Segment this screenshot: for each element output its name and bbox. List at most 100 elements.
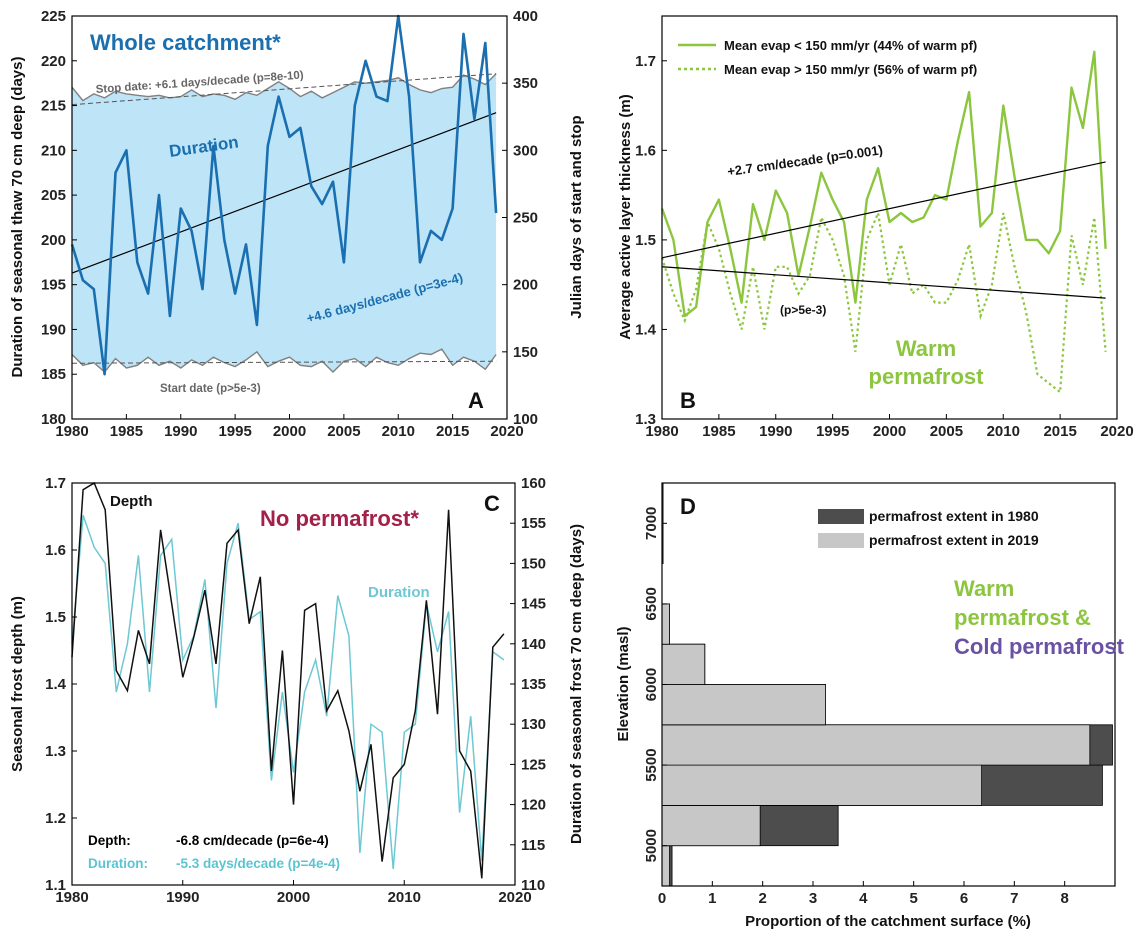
- panel-c-y2-tick-label: 110: [521, 877, 545, 894]
- panel-b-y-ticks: 1.3 1.4 1.5 1.6 1.7: [635, 53, 667, 428]
- panel-d-annotation-line1: Warm: [954, 576, 1014, 601]
- panel-c-x-tick-label: 1990: [166, 889, 199, 906]
- panel-c-depth-trend-name: Depth:: [88, 833, 131, 848]
- panel-a-y2-ticks: 100 150 200 250 300 350 400: [502, 8, 538, 428]
- panel-a-y-tick-label: 215: [41, 98, 66, 115]
- panel-c-duration-series-label: Duration: [368, 584, 430, 601]
- panel-b-legend-dotted-label: Mean evap > 150 mm/yr (56% of warm pf): [724, 62, 977, 77]
- panel-a-duration-trend-line: [71, 112, 497, 274]
- panel-b-plot-elements: [660, 50, 1107, 395]
- panel-b-ylabel: Average active layer thickness (m): [617, 94, 634, 339]
- panel-d-y-tick-label: 6000: [643, 668, 660, 701]
- panel-c-y-tick-label: 1.3: [45, 743, 66, 760]
- panel-a-y-tick-label: 205: [41, 187, 66, 204]
- panel-b-trend-up-line: [661, 161, 1106, 259]
- panel-c-frame: [71, 482, 516, 886]
- panel-b-legend: Mean evap < 150 mm/yr (44% of warm pf) M…: [678, 38, 977, 77]
- panel-a-y-tick-label: 195: [41, 277, 66, 294]
- panel-c-duration-trend-name: Duration:: [88, 856, 148, 871]
- panel-c-depth-trend-text: -6.8 cm/decade (p=6e-4): [176, 833, 329, 848]
- panel-a-x-tick-label: 1985: [110, 423, 143, 440]
- panel-a-x-tick-label: 1990: [164, 423, 197, 440]
- panel-c-y2-tick-label: 145: [521, 596, 546, 613]
- panel-b-legend-solid-label: Mean evap < 150 mm/yr (44% of warm pf): [724, 38, 977, 53]
- panel-b-trend-up-label: +2.7 cm/decade (p=0.001): [726, 142, 883, 179]
- panel-a-y2-tick-label: 300: [513, 142, 538, 159]
- panel-b-label: B: [680, 388, 696, 413]
- panel-a-x-tick-label: 2000: [273, 423, 306, 440]
- panel-a-y2-tick-label: 350: [513, 75, 538, 92]
- panel-c-y2-tick-label: 155: [521, 515, 546, 532]
- panel-c-label: C: [484, 491, 500, 516]
- panel-d-bar-2019: [661, 603, 670, 645]
- panel-c-y2-tick-label: 115: [521, 837, 545, 854]
- panel-a-start-date-line: [71, 348, 497, 374]
- panel-a-x-tick-label: 1995: [218, 423, 251, 440]
- panel-c-y-tick-label: 1.6: [45, 542, 66, 559]
- panel-a: 1980 1985 1990 1995 2000 2005 2010 2015 2020 180…: [9, 8, 585, 440]
- panel-d-y-tick-label: 5000: [643, 829, 660, 862]
- panel-b-x-ticks: 1980 1985 1990 1995 2000 2005 2010 2015 2020: [645, 414, 1134, 440]
- panel-c-y2-tick-label: 140: [521, 636, 546, 653]
- panel-d-x-tick-label: 3: [809, 890, 817, 907]
- panel-d-legend-2019-label: permafrost extent in 2019: [869, 532, 1039, 548]
- panel-c-depth-series-label: Depth: [110, 493, 153, 510]
- panel-a-y2-tick-label: 400: [513, 8, 538, 25]
- panel-b-x-tick-label: 2020: [1100, 423, 1133, 440]
- panel-d-x-tick-label: 4: [859, 890, 868, 907]
- panel-d-x-tick-label: 5: [909, 890, 917, 907]
- panel-a-y2-tick-label: 100: [513, 411, 538, 428]
- panel-a-ylabel: Duration of seasonal thaw 70 cm deep (da…: [9, 57, 26, 378]
- panel-a-y-tick-label: 190: [41, 321, 66, 338]
- panel-d-legend-1980-label: permafrost extent in 1980: [869, 508, 1039, 524]
- panel-c-y-tick-label: 1.1: [45, 877, 66, 894]
- panel-c-depth-line: [71, 481, 505, 879]
- panel-c-x-tick-label: 2010: [388, 889, 421, 906]
- panel-b-low-evap-line: [660, 50, 1107, 318]
- panel-d-x-tick-label: 1: [708, 890, 716, 907]
- panel-a-y-tick-label: 180: [41, 411, 66, 428]
- panel-d-x-tick-label: 2: [758, 890, 766, 907]
- panel-d-y-tick-label: 7000: [643, 507, 660, 540]
- panel-c-y2-ticks: 110 115 120 125 130 135 140 145 150 155 160: [510, 475, 546, 894]
- panel-d-y-tick-label: 5500: [643, 748, 660, 781]
- panel-a-x-tick-label: 2010: [382, 423, 415, 440]
- panel-d-x-tick-label: 7: [1010, 890, 1018, 907]
- panel-a-y-tick-label: 220: [41, 53, 66, 70]
- panel-a-stop-trend-line: [71, 73, 497, 106]
- panel-d-legend-1980-swatch: [818, 509, 864, 524]
- panel-c-x-tick-label: 1980: [55, 889, 88, 906]
- panel-a-plot-elements: [70, 14, 498, 376]
- panel-a-stop-date-line: [71, 73, 497, 102]
- panel-c-y-tick-label: 1.7: [45, 475, 66, 492]
- panel-d-bar-2019: [661, 724, 1091, 766]
- panel-a-y-ticks: 180 185 190 195 200 205 210 215 220 225: [41, 8, 77, 428]
- panel-c-x-ticks: 1980 1990 2000 2010 2020: [55, 880, 532, 906]
- panel-d-bar-2019: [661, 684, 826, 726]
- panel-b-x-tick-label: 1990: [759, 423, 792, 440]
- panel-b-x-tick-label: 1980: [645, 423, 678, 440]
- panel-d-label: D: [680, 494, 696, 519]
- panel-d-bar-2019: [661, 805, 761, 847]
- panel-c-y2-tick-label: 125: [521, 756, 546, 773]
- panel-c-y2-tick-label: 135: [521, 676, 546, 693]
- panel-a-y2-tick-label: 200: [513, 277, 538, 294]
- panel-b-y-tick-label: 1.6: [635, 142, 656, 159]
- panel-c-y-ticks: 1.1 1.2 1.3 1.4 1.5 1.6 1.7: [45, 475, 77, 894]
- panel-c-y2-tick-label: 150: [521, 555, 546, 572]
- panel-b-x-tick-label: 2010: [987, 423, 1020, 440]
- panel-a-start-trend-line: [71, 360, 497, 364]
- panel-b-x-tick-label: 2005: [930, 423, 963, 440]
- panel-b-trend-flat-label: (p>5e-3): [780, 303, 826, 317]
- panel-b: 1980 1985 1990 1995 2000 2005 2010 2015 2020 1.3…: [617, 15, 1134, 440]
- panel-d-x-tick-label: 0: [658, 890, 666, 907]
- panel-b-y-tick-label: 1.7: [635, 53, 656, 70]
- panel-a-x-tick-label: 2005: [327, 423, 360, 440]
- panel-b-annotation-line1: Warm: [896, 336, 956, 361]
- panel-d-plot-elements: [661, 482, 1113, 887]
- panel-c-ylabel: Seasonal frost depth (m): [9, 596, 26, 772]
- panel-b-x-tick-label: 2015: [1043, 423, 1076, 440]
- panel-d-ylabel: Elevation (masl): [615, 626, 632, 741]
- panel-a-y2-tick-label: 250: [513, 210, 538, 227]
